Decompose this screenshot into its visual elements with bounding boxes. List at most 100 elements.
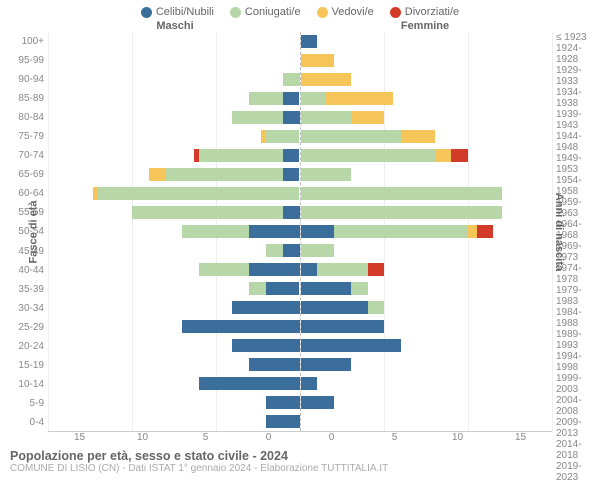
bar-segment xyxy=(266,396,300,410)
age-label: 15-19 xyxy=(0,356,44,375)
legend-item: Divorziati/e xyxy=(390,6,459,18)
birth-label: 1929-1933 xyxy=(556,65,600,87)
bar-segment xyxy=(283,111,300,125)
bar xyxy=(266,415,300,429)
birth-label: ≤ 1923 xyxy=(556,32,600,43)
bar-segment xyxy=(301,282,351,296)
chart-area: Fasce di età Anni di nascita 100+95-9990… xyxy=(0,32,600,432)
bar-segment xyxy=(301,377,318,391)
bar-segment xyxy=(283,168,300,182)
y-axis-title-right: Anni di nascita xyxy=(553,193,565,271)
bar-segment xyxy=(301,92,326,106)
bar-segment xyxy=(301,35,318,49)
bar xyxy=(301,377,318,391)
age-label: 30-34 xyxy=(0,299,44,318)
bar-segment xyxy=(266,244,283,258)
header-male: Maschi xyxy=(0,20,300,32)
bar-row xyxy=(48,146,300,165)
x-tick: 15 xyxy=(48,432,111,443)
bar xyxy=(301,358,351,372)
bar-segment xyxy=(266,282,300,296)
bar-segment xyxy=(301,54,335,68)
legend-item: Celibi/Nubili xyxy=(141,6,214,18)
bar xyxy=(301,301,385,315)
chart-subtitle: COMUNE DI LISIO (CN) - Dati ISTAT 1° gen… xyxy=(10,463,590,474)
x-tick: 15 xyxy=(489,432,552,443)
bar-segment xyxy=(326,92,393,106)
birth-label: 1934-1938 xyxy=(556,87,600,109)
x-tick: 10 xyxy=(426,432,489,443)
bar xyxy=(301,92,393,106)
x-axis-right: 051015 xyxy=(300,432,552,443)
legend-label: Vedovi/e xyxy=(332,6,374,18)
bar-segment xyxy=(199,149,283,163)
bar xyxy=(132,206,300,220)
bar-row xyxy=(301,355,553,374)
bar-segment xyxy=(301,244,335,258)
bar-segment xyxy=(232,111,282,125)
bar-segment xyxy=(301,187,502,201)
bar-segment xyxy=(232,339,299,353)
legend-swatch xyxy=(141,7,152,18)
bar-row xyxy=(48,279,300,298)
bar xyxy=(301,396,335,410)
bar-segment xyxy=(301,149,435,163)
x-tick: 0 xyxy=(300,432,363,443)
bar-segment xyxy=(368,301,385,315)
bar xyxy=(301,244,335,258)
bar-segment xyxy=(301,73,351,87)
bar xyxy=(301,35,318,49)
bar xyxy=(249,282,299,296)
bar xyxy=(301,225,494,239)
bar-row xyxy=(48,222,300,241)
legend-swatch xyxy=(317,7,328,18)
x-tick: 5 xyxy=(174,432,237,443)
age-label: 65-69 xyxy=(0,165,44,184)
bar-segment xyxy=(283,73,300,87)
bar-row xyxy=(48,32,300,51)
birth-label: 1979-1983 xyxy=(556,285,600,307)
bar-segment xyxy=(199,263,249,277)
legend-label: Celibi/Nubili xyxy=(156,6,214,18)
birth-label: 1999-2003 xyxy=(556,373,600,395)
age-label: 70-74 xyxy=(0,146,44,165)
bar-segment xyxy=(317,263,367,277)
bar xyxy=(232,339,299,353)
bar xyxy=(232,301,299,315)
bar-row xyxy=(301,203,553,222)
birth-label: 1949-1953 xyxy=(556,153,600,175)
bar xyxy=(199,263,300,277)
birth-label: 1994-1998 xyxy=(556,351,600,373)
bar-row xyxy=(48,412,300,431)
bar xyxy=(301,130,435,144)
chart-title: Popolazione per età, sesso e stato civil… xyxy=(10,449,590,463)
bar-row xyxy=(301,222,553,241)
legend-swatch xyxy=(230,7,241,18)
bar-segment xyxy=(301,206,502,220)
bar-segment xyxy=(283,92,300,106)
bar-segment xyxy=(401,130,435,144)
bar-row xyxy=(48,127,300,146)
bar-row xyxy=(48,203,300,222)
age-label: 80-84 xyxy=(0,108,44,127)
female-half xyxy=(300,32,553,431)
bar-row xyxy=(48,336,300,355)
bar-row xyxy=(48,165,300,184)
bar-row xyxy=(301,32,553,51)
legend-swatch xyxy=(390,7,401,18)
birth-label: 2004-2008 xyxy=(556,395,600,417)
age-label: 10-14 xyxy=(0,375,44,394)
bar-segment xyxy=(249,225,299,239)
bar xyxy=(149,168,300,182)
bar-row xyxy=(301,336,553,355)
birth-label: 1989-1993 xyxy=(556,329,600,351)
bar xyxy=(301,320,385,334)
bar-segment xyxy=(301,339,402,353)
bar-row xyxy=(48,317,300,336)
bar xyxy=(182,320,299,334)
bar-segment xyxy=(232,301,299,315)
age-label: 5-9 xyxy=(0,394,44,413)
bar xyxy=(301,206,502,220)
legend-label: Divorziati/e xyxy=(405,6,459,18)
age-label: 85-89 xyxy=(0,89,44,108)
